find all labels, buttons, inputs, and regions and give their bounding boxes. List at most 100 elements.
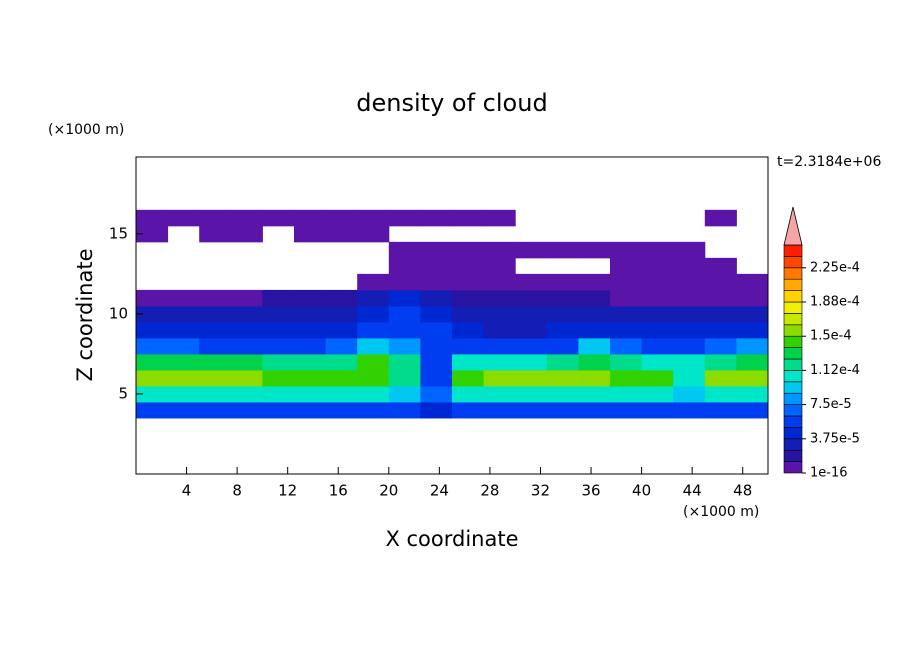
contour-cell — [483, 401, 516, 419]
contour-cell — [230, 401, 263, 419]
contour-cell — [230, 305, 263, 323]
contour-cell — [167, 289, 200, 307]
colorbar-box — [783, 449, 803, 462]
contour-cell — [357, 289, 390, 307]
contour-cell — [452, 337, 485, 355]
contour-cell — [262, 385, 295, 403]
y-axis-label: Z coordinate — [73, 248, 97, 381]
contour-cell — [167, 369, 200, 387]
contour-cell — [578, 305, 611, 323]
contour-cell — [294, 401, 327, 419]
contour-cell — [610, 257, 643, 275]
colorbar-box — [783, 404, 803, 417]
colorbar-label: 2.25e-4 — [810, 260, 860, 275]
contour-cell — [610, 385, 643, 403]
contour-cell — [546, 289, 579, 307]
x-tick-label: 4 — [182, 482, 192, 500]
contour-cell — [230, 289, 263, 307]
contour-cell — [199, 401, 232, 419]
contour-cell — [610, 401, 643, 419]
contour-cell — [641, 289, 674, 307]
contour-cell — [388, 401, 421, 419]
contour-cell — [388, 321, 421, 339]
x-tick-label: 8 — [232, 482, 242, 500]
colorbar-box — [783, 415, 803, 428]
contour-cell — [136, 369, 169, 387]
contour-cell — [294, 385, 327, 403]
contour-cell — [704, 273, 737, 291]
axes: 4 8 12 16 20 24 28 32 36 40 44 48510151e-163.75e-57… — [109, 156, 860, 500]
contour-cell — [736, 337, 769, 355]
contour-cell — [325, 225, 358, 243]
contour-cell — [673, 257, 706, 275]
contour-cell — [515, 353, 548, 371]
contour-cell — [199, 225, 232, 243]
contour-cell — [673, 321, 706, 339]
contour-cell — [357, 321, 390, 339]
contour-cell — [294, 305, 327, 323]
contour-cell — [515, 305, 548, 323]
contour-cell — [294, 209, 327, 227]
contour-cell — [294, 353, 327, 371]
contour-cell — [736, 289, 769, 307]
contour-cell — [546, 401, 579, 419]
contour-cell — [262, 353, 295, 371]
contour-cell — [325, 353, 358, 371]
contour-cell — [136, 353, 169, 371]
contour-cell — [294, 289, 327, 307]
colorbar-label: 1.88e-4 — [810, 295, 860, 310]
contour-cell — [610, 273, 643, 291]
contour-cell — [483, 385, 516, 403]
colorbar-label: 1e-16 — [810, 466, 848, 481]
contour-cell — [325, 209, 358, 227]
contour-cell — [357, 385, 390, 403]
contour-cell — [673, 337, 706, 355]
contour-cell — [578, 321, 611, 339]
contour-cell — [483, 305, 516, 323]
contour-cell — [388, 353, 421, 371]
contour-cell — [546, 321, 579, 339]
contour-cell — [357, 353, 390, 371]
contour-cell — [136, 337, 169, 355]
x-tick-label: 48 — [733, 482, 752, 500]
contour-cell — [641, 257, 674, 275]
contour-cell — [483, 321, 516, 339]
x-tick-label: 36 — [581, 482, 600, 500]
contour-cell — [641, 241, 674, 259]
colorbar-box — [783, 313, 803, 326]
y-tick-label: 15 — [109, 224, 128, 242]
contour-cell — [515, 337, 548, 355]
contour-cell — [704, 321, 737, 339]
contour-cell — [578, 289, 611, 307]
contour-cell — [452, 273, 485, 291]
contour-cell — [641, 337, 674, 355]
x-tick-label: 32 — [531, 482, 550, 500]
contour-cell — [199, 385, 232, 403]
contour-cell — [357, 273, 390, 291]
contour-cell — [515, 289, 548, 307]
contour-cell — [294, 369, 327, 387]
contour-cell — [262, 401, 295, 419]
contour-cell — [673, 289, 706, 307]
contour-cell — [388, 209, 421, 227]
x-tick-label: 44 — [683, 482, 702, 500]
x-tick-label: 40 — [632, 482, 651, 500]
contour-cell — [452, 321, 485, 339]
contour-cell — [420, 305, 453, 323]
contour-cell — [578, 369, 611, 387]
colorbar-box — [783, 370, 803, 383]
colorbar-box — [783, 278, 803, 291]
contour-cell — [420, 241, 453, 259]
contour-cell — [704, 401, 737, 419]
contour-cell — [515, 273, 548, 291]
contour-cell — [388, 257, 421, 275]
y-tick-label: 10 — [109, 304, 128, 322]
contour-cell — [452, 385, 485, 403]
contour-cell — [199, 369, 232, 387]
contour-cell — [357, 305, 390, 323]
contour-cell — [167, 305, 200, 323]
contour-cell — [704, 257, 737, 275]
contour-cell — [230, 353, 263, 371]
contour-cell — [452, 353, 485, 371]
colorbar-box — [783, 244, 803, 257]
